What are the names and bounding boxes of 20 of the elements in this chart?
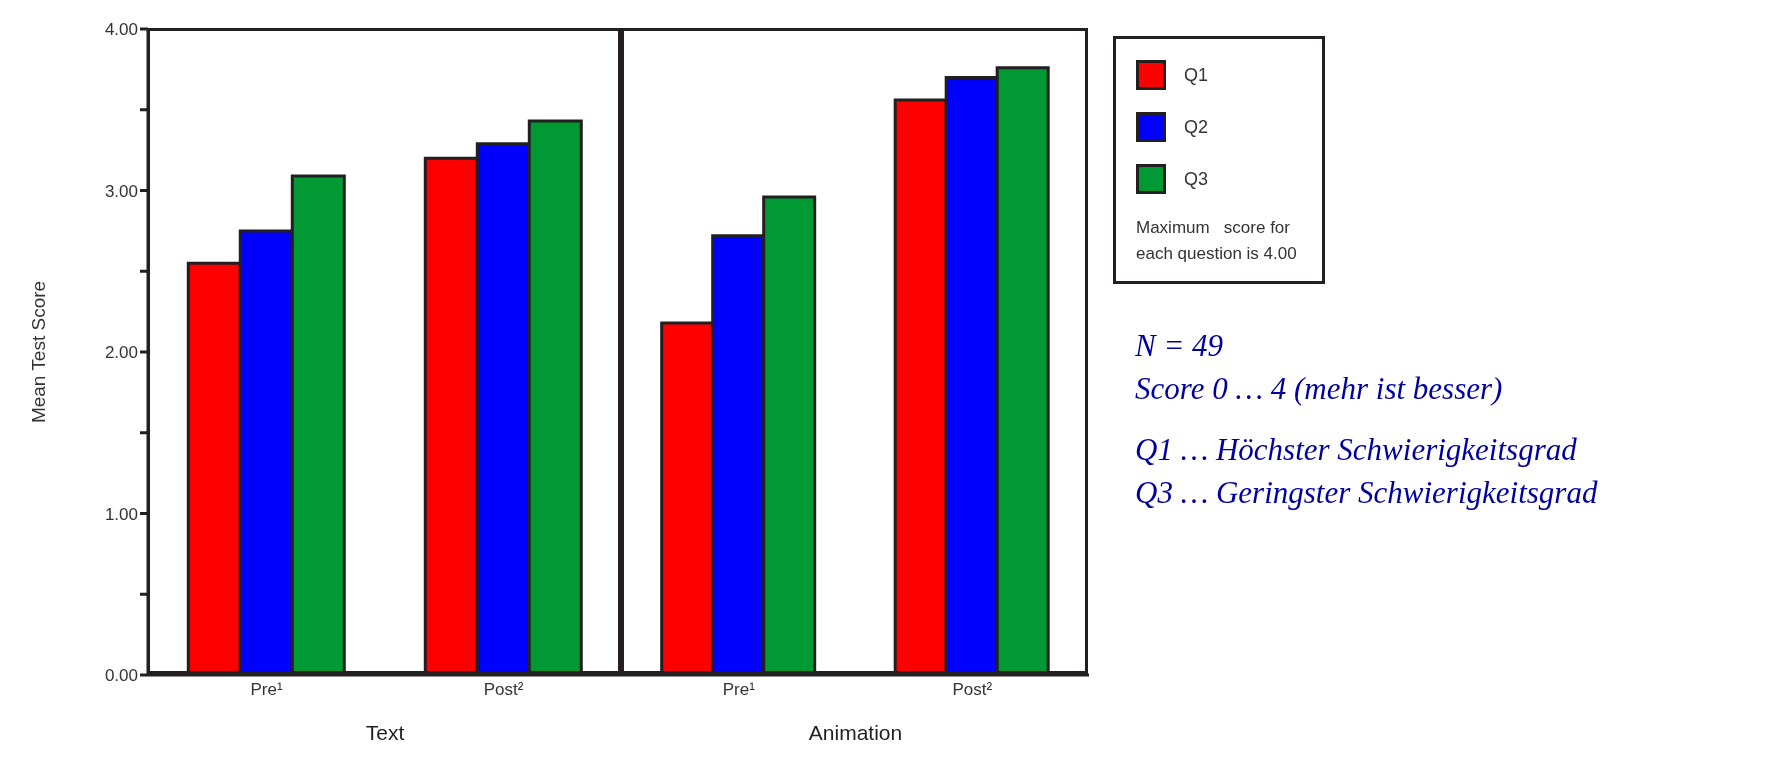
y-tick-label: 2.00 <box>104 343 138 363</box>
y-tick-label: 3.00 <box>104 181 138 201</box>
legend-label: Q1 <box>1184 64 1209 86</box>
text: Maximum score for each question is 4.00 <box>1136 217 1298 265</box>
text: N = 49 <box>1135 327 1225 365</box>
x-tick-label: Post² <box>952 680 993 700</box>
legend-label: Q3 <box>1184 168 1209 190</box>
x-tick-label: Pre¹ <box>250 680 283 700</box>
y-tick-label: 1.00 <box>104 504 138 524</box>
text: Q1 … Höchster Schwierigkeitsgrad <box>1135 431 1578 469</box>
x-axis-title: Text <box>365 721 405 744</box>
text: Q3 … Geringster Schwierigkeitsgrad <box>1135 474 1598 512</box>
y-tick-label: 0.00 <box>104 666 138 686</box>
x-tick-label: Post² <box>483 680 524 700</box>
y-tick-label: 4.00 <box>104 20 138 40</box>
legend-label: Q2 <box>1184 116 1209 138</box>
x-tick-label: Pre¹ <box>722 680 756 700</box>
text: Score 0 … 4 (mehr ist besser) <box>1135 370 1504 408</box>
x-axis-title: Animation <box>808 721 903 744</box>
y-axis-title: Mean Test Score <box>27 280 49 424</box>
